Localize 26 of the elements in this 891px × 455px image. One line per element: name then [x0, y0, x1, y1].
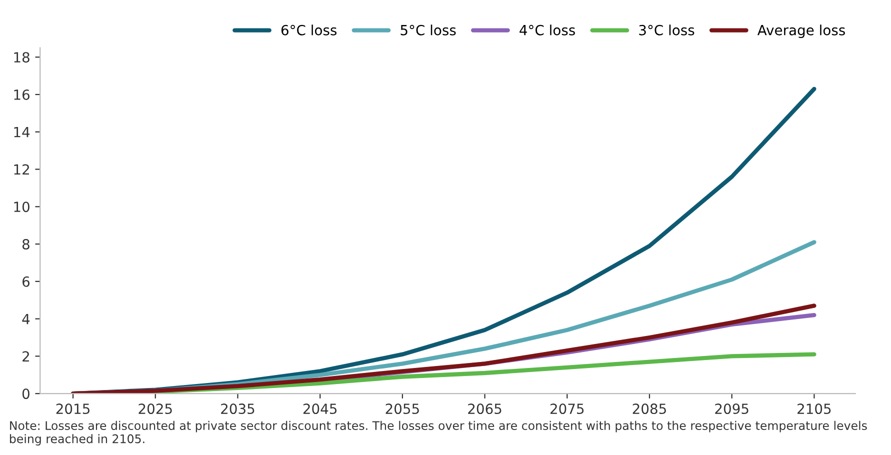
- y-tick-label: 18: [14, 52, 30, 63]
- x-tick-label: 2075: [550, 404, 584, 414]
- x-tick-label: 2085: [632, 404, 666, 414]
- text: Note: Losses are discounted at private sector discount rates. The losses over time are consistent with paths to the respective temperature levels being reached in 2105.: [10, 420, 867, 446]
- x-tick-label: 2105: [798, 404, 831, 414]
- y-tick-label: 4: [22, 314, 30, 324]
- y-tick-label: 8: [22, 239, 30, 250]
- x-tick-label: 2045: [303, 404, 337, 414]
- legend-label: Average loss: [757, 24, 845, 38]
- y-tick-label: 14: [14, 127, 30, 138]
- x-tick-label: 2035: [221, 404, 254, 414]
- x-tick-label: 2065: [468, 404, 502, 414]
- x-tick-label: 2095: [715, 404, 748, 414]
- legend-label: 5°C loss: [400, 24, 456, 36]
- y-tick-label: 2: [22, 351, 29, 362]
- y-tick-label: 6: [22, 276, 30, 287]
- y-tick-label: 16: [14, 89, 30, 100]
- y-tick-label: 10: [14, 202, 30, 212]
- x-tick-label: 2025: [138, 404, 172, 414]
- x-tick-label: 2055: [386, 404, 419, 414]
- legend-label: 6°C loss: [281, 24, 337, 36]
- legend-label: 3°C loss: [639, 24, 694, 36]
- legend-label: 4°C loss: [520, 24, 575, 36]
- x-tick-label: 2015: [56, 404, 90, 414]
- y-tick-label: 0: [22, 388, 30, 400]
- y-tick-label: 12: [14, 164, 29, 175]
